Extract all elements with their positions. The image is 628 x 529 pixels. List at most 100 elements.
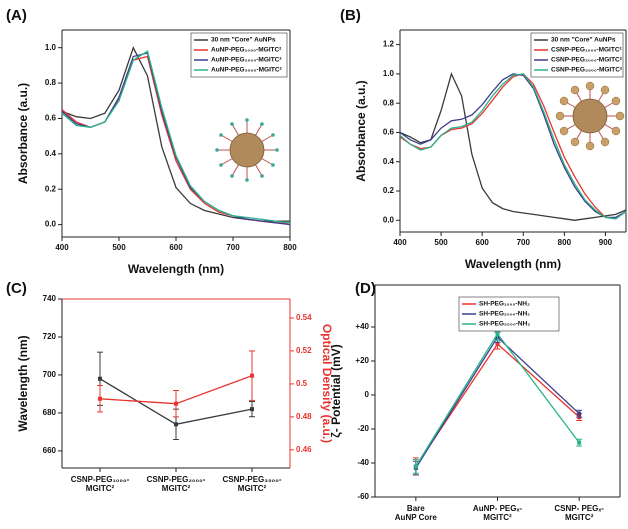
x-tick-label: CSNP-PEG₃₅₀₀-	[222, 475, 281, 484]
x-tick-label: 800	[283, 243, 297, 252]
panel-label: (C)	[6, 280, 27, 297]
y-tick-label: -20	[357, 424, 369, 433]
legend-label: 30 nm "Core" AuNPs	[211, 37, 276, 44]
legend-label: CSNP-PEG₂₀₀₀-MGITC²	[551, 57, 623, 64]
illustration-dot	[275, 148, 279, 152]
illustration-dot	[230, 122, 234, 126]
legend-label: AuNP-PEG₃₅₀₀-MGITC²	[211, 67, 283, 74]
marker	[250, 407, 254, 412]
x-tick-label: 600	[169, 243, 183, 252]
legend-label: CSNP-PEG₃₅₀₀-MGITC²	[551, 67, 623, 74]
marker	[98, 396, 102, 401]
illustration-dot	[215, 148, 219, 152]
illustration-ligand	[261, 158, 274, 166]
y-tick-label: 0.4	[45, 149, 57, 158]
illustration-dot	[271, 133, 275, 137]
marker	[174, 422, 178, 427]
marker	[98, 376, 102, 381]
y-tick-label: 0.2	[45, 184, 57, 193]
y-tick-label: +20	[355, 356, 369, 365]
illustration-ligand	[255, 164, 263, 177]
x-tick-label: 800	[558, 238, 572, 247]
x-tick-label: MGITC²	[162, 484, 191, 493]
illustration-dot	[219, 163, 223, 167]
y-tick-label: 0.8	[45, 78, 57, 87]
x-tick-label: Bare	[407, 504, 425, 513]
illustration-dot	[271, 163, 275, 167]
y-tick-label: 660	[43, 446, 57, 455]
illustration-ligand	[255, 123, 263, 136]
x-tick-label: MGITC²	[565, 513, 594, 522]
x-tick-label: 400	[55, 243, 69, 252]
illustration-satellite	[585, 81, 595, 91]
legend-label: 30 nm "Core" AuNPs	[551, 37, 616, 44]
x-tick-label: CSNP- PEGₓ-	[554, 504, 604, 513]
x-axis-label: Wavelength (nm)	[465, 257, 561, 271]
illustration-satellite	[570, 137, 580, 147]
illustration-satellite	[615, 111, 625, 121]
legend-label: SH-PEG₁₀₀₀-NH₂	[479, 301, 530, 308]
illustration-core	[572, 98, 608, 134]
series-line	[415, 343, 580, 467]
illustration-dot	[260, 122, 264, 126]
illustration-satellite	[555, 111, 565, 121]
series-line	[399, 72, 627, 221]
illustration-satellite	[585, 141, 595, 151]
illustration-satellite	[600, 137, 610, 147]
panel-label: (A)	[6, 7, 27, 24]
y2-tick-label: 0.52	[296, 346, 312, 355]
y-tick-label: 0.0	[45, 220, 57, 229]
legend-label: AuNP-PEG₁₀₀₀-MGITC²	[211, 47, 282, 54]
y-tick-label: 680	[43, 408, 57, 417]
marker	[577, 440, 582, 445]
illustration-ligand	[220, 134, 233, 142]
marker	[413, 464, 418, 469]
y-tick-label: 0.4	[383, 157, 395, 166]
illustration-satellite	[611, 96, 621, 106]
series-line	[415, 332, 580, 467]
marker	[250, 373, 254, 378]
x-tick-label: 600	[476, 238, 490, 247]
y-tick-label: 0.0	[383, 215, 395, 224]
x-axis-label: Wavelength (nm)	[128, 262, 224, 276]
y2-tick-label: 0.54	[296, 313, 312, 322]
illustration-satellite	[559, 126, 569, 136]
legend-label: AuNP-PEG₂₀₀₀-MGITC²	[211, 57, 282, 64]
illustration-satellite	[611, 126, 621, 136]
illustration-dot	[219, 133, 223, 137]
y-tick-label: +40	[355, 322, 369, 331]
x-tick-label: AuNP- PEGₓ-	[473, 504, 522, 513]
marker	[174, 401, 178, 406]
panel-label: (B)	[340, 7, 361, 24]
y-axis-label: ζ- Potential (mV)	[329, 344, 343, 438]
x-tick-label: AuNP Core	[395, 513, 438, 522]
legend-label: SH-PEG₃₅₀₀-NH₂	[479, 321, 530, 328]
illustration-dot	[245, 118, 249, 122]
y-tick-label: 1.0	[45, 43, 57, 52]
illustration-satellite	[559, 96, 569, 106]
x-tick-label: MGITC²	[86, 484, 115, 493]
y2-axis-label: Optical Density (a.u.)	[320, 324, 334, 443]
series-line	[61, 50, 291, 224]
y-axis-label: Absorbance (a.u.)	[354, 80, 368, 181]
y2-tick-label: 0.5	[296, 379, 308, 388]
illustration-core	[229, 132, 265, 168]
marker	[495, 341, 500, 346]
y-tick-label: -60	[357, 492, 369, 501]
panel-label: (D)	[355, 280, 376, 297]
y2-tick-label: 0.48	[296, 412, 312, 421]
series-line	[415, 336, 580, 469]
illustration-ligand	[231, 164, 239, 177]
legend-label: CSNP-PEG₁₀₀₀-MGITC²	[551, 47, 623, 54]
x-tick-label: 500	[112, 243, 126, 252]
illustration-ligand	[261, 134, 274, 142]
y-tick-label: 0	[365, 390, 370, 399]
illustration-ligand	[231, 123, 239, 136]
y-tick-label: -40	[357, 458, 369, 467]
y-axis-label: Wavelength (nm)	[16, 335, 30, 431]
x-tick-label: MGITC²	[483, 513, 512, 522]
x-tick-label: 400	[393, 238, 407, 247]
x-tick-label: 500	[434, 238, 448, 247]
marker	[577, 411, 582, 416]
